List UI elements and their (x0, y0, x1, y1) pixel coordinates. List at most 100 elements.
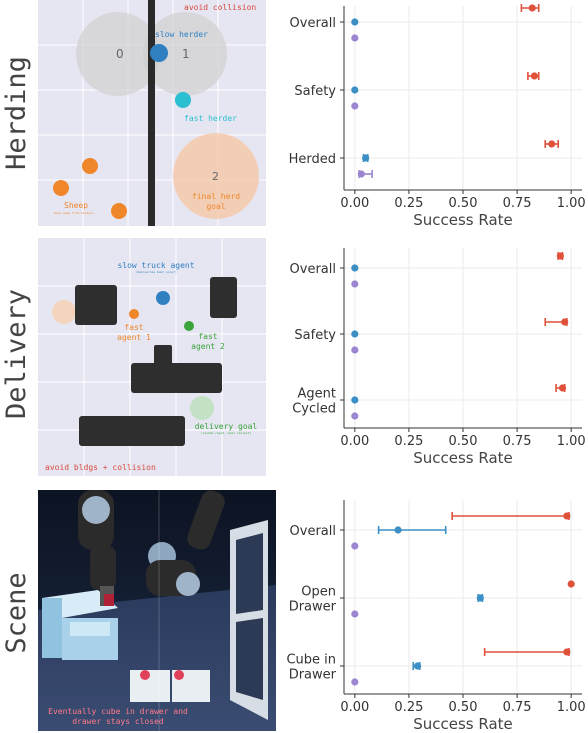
data-point (558, 384, 567, 392)
building-3 (154, 345, 172, 365)
red-cube (104, 594, 114, 606)
herding-scene: 0 1 2 avoid collision slow herder fast h… (38, 0, 266, 226)
data-point (351, 330, 359, 338)
row-label-herding: Herding (1, 56, 32, 170)
x-tick-label: 0.00 (340, 700, 369, 715)
scene-caption: Eventually cube in drawer and drawer stay… (48, 707, 188, 726)
x-tick-label: 0.50 (449, 434, 478, 449)
robot-arm-2 (146, 490, 225, 596)
category-label: Safety (294, 84, 336, 99)
data-point (413, 662, 422, 670)
data-point (563, 648, 571, 656)
sheep-3 (111, 203, 127, 219)
slow-herder-label: slow herder (155, 30, 208, 39)
delivery-goal-label: delivery goal (195, 422, 258, 431)
data-point (351, 542, 359, 550)
zone-1 (143, 12, 227, 96)
delivery-goal-zone (190, 396, 214, 420)
x-tick-label: 1.00 (557, 700, 586, 715)
x-tick-label: 0.75 (503, 196, 532, 211)
chart-scene: 0.00 0.25 0.50 0.75 1.00 Success Rate Overall O… (278, 494, 588, 733)
x-axis-label: Success Rate (413, 715, 513, 733)
data-point (351, 396, 359, 404)
category-label: Open Drawer (289, 585, 337, 615)
category-label: Overall (290, 16, 336, 31)
category-label: Agent Cycled (292, 387, 336, 417)
x-tick-label: 1.00 (557, 434, 586, 449)
data-point (351, 346, 359, 354)
data-point (351, 412, 359, 420)
robot-scene: Eventually cube in drawer and drawer stay… (38, 490, 276, 731)
chart-delivery: 0.00 0.25 0.50 0.75 1.00 Success Rate Overall S… (278, 242, 588, 478)
x-tick-label: 0.25 (394, 700, 423, 715)
data-point (556, 252, 564, 260)
x-tick-label: 0.00 (340, 434, 369, 449)
data-point (351, 280, 359, 288)
building-4 (131, 363, 222, 393)
category-label: Cube in Drawer (286, 653, 336, 683)
data-point (561, 318, 569, 326)
data-point (563, 512, 571, 520)
data-point (567, 580, 575, 588)
row-label-delivery: Delivery (1, 288, 32, 419)
building-1 (75, 285, 117, 325)
category-label: Overall (290, 524, 336, 539)
start-zone (52, 300, 76, 324)
row-label-scene: Scene (1, 572, 32, 654)
category-label: Overall (290, 262, 336, 277)
category-label: Safety (294, 328, 336, 343)
fast-herder (175, 92, 191, 108)
slow-truck-label: slow truck agent (117, 261, 194, 270)
x-axis-label: Success Rate (413, 449, 513, 467)
building-2 (210, 277, 237, 318)
data-point (528, 4, 536, 12)
x-tick-label: 0.25 (394, 434, 423, 449)
x-tick-label: 0.50 (449, 700, 478, 715)
data-point (548, 140, 556, 148)
zone-1-label: 1 (182, 47, 190, 61)
x-tick-label: 0.75 (503, 700, 532, 715)
zone-2-goal (173, 133, 259, 219)
slow-herder (150, 44, 168, 62)
x-tick-label: 0.75 (503, 434, 532, 449)
chart-herding: 0.00 0.25 0.50 0.75 1.00 Success Rate Overall S… (278, 0, 588, 232)
delivery-goal-sublabel: (random reset, must revisit) (201, 431, 252, 435)
x-tick-label: 0.00 (340, 196, 369, 211)
zone-0 (76, 12, 160, 96)
avoid-bldgs-label: avoid bldgs + collision (45, 463, 156, 472)
data-point (351, 678, 359, 686)
x-tick-label: 1.00 (557, 196, 586, 211)
slow-truck-sublabel: (deliveries must occur) (135, 270, 177, 274)
fast-agent-2 (184, 321, 194, 331)
category-label: Herded (289, 152, 336, 167)
fast-agent-2-label: fast agent 2 (191, 332, 225, 351)
avoid-collision-label: avoid collision (184, 3, 256, 12)
data-point (351, 34, 359, 42)
zone-2-label: 2 (212, 170, 219, 183)
data-point (362, 154, 370, 162)
wall (148, 0, 155, 226)
data-point (476, 594, 484, 602)
fast-herder-label: fast herder (184, 114, 237, 123)
sheep-2 (53, 180, 69, 196)
robot-arm-1 (78, 490, 116, 606)
data-point (394, 526, 402, 534)
zone-0-label: 0 (116, 47, 124, 61)
final-goal-label: final herd goal (192, 192, 240, 211)
data-point (351, 102, 359, 110)
data-point (530, 72, 538, 80)
sheep-label: Sheep (64, 201, 88, 210)
window-frame (230, 520, 268, 720)
x-tick-label: 0.25 (394, 196, 423, 211)
sheep-1 (82, 158, 98, 174)
buttons-box (130, 670, 210, 702)
data-point (351, 264, 359, 272)
data-point (351, 18, 359, 26)
data-point (357, 170, 365, 178)
data-point (351, 86, 359, 94)
data-point (351, 610, 359, 618)
delivery-scene: slow truck agent (deliveries must occur)… (38, 238, 266, 476)
sheep-sublabel: move away from herders (54, 211, 94, 215)
fast-agent-1 (129, 309, 139, 319)
fast-agent-1-label: fast agent 1 (117, 323, 151, 342)
